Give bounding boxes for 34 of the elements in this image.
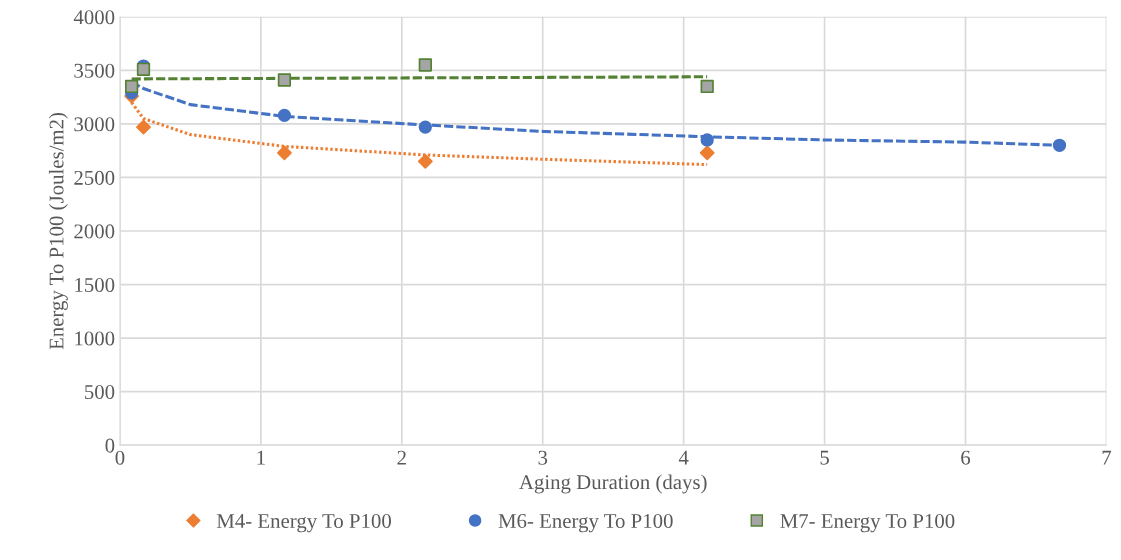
legend-label: M7- Energy To P100 [780,513,955,533]
point [136,119,151,135]
legend-label: M6- Energy To P100 [498,513,673,533]
point [124,79,139,94]
y-tick-label: 500 [85,385,115,400]
y-tick-label: 1500 [75,277,115,292]
x-tick-label: 6 [961,450,971,465]
point [277,108,292,122]
x-tick-label: 2 [397,450,406,465]
y-tick-label: 4000 [73,10,115,25]
x-tick-label: 3 [538,450,548,465]
point [277,73,292,87]
y-tick-label: 0 [105,438,115,453]
point [700,79,714,94]
x-tick-label: 0 [115,450,125,465]
point [699,145,715,161]
y-axis-title: Energy To P100 (Joules/m2) [48,112,68,350]
x-tick-label: 4 [678,450,689,465]
x-tick-label: 1 [257,450,265,465]
point [418,58,432,72]
point [1052,138,1067,152]
point [417,153,433,169]
y-tick-label: 1000 [75,331,115,346]
x-tick-label: 5 [820,450,829,465]
y-tick-label: 2500 [74,170,115,185]
point [276,145,292,161]
y-tick-label: 2000 [74,224,115,239]
y-tick-label: 3500 [74,63,115,78]
x-tick-label: 7 [1102,450,1112,465]
point [700,133,714,147]
legend-label: M4- Energy To P100 [216,513,391,533]
point [418,120,432,134]
y-tick-label: 3000 [74,117,115,132]
x-axis-title: Aging Duration (days) [519,474,707,494]
